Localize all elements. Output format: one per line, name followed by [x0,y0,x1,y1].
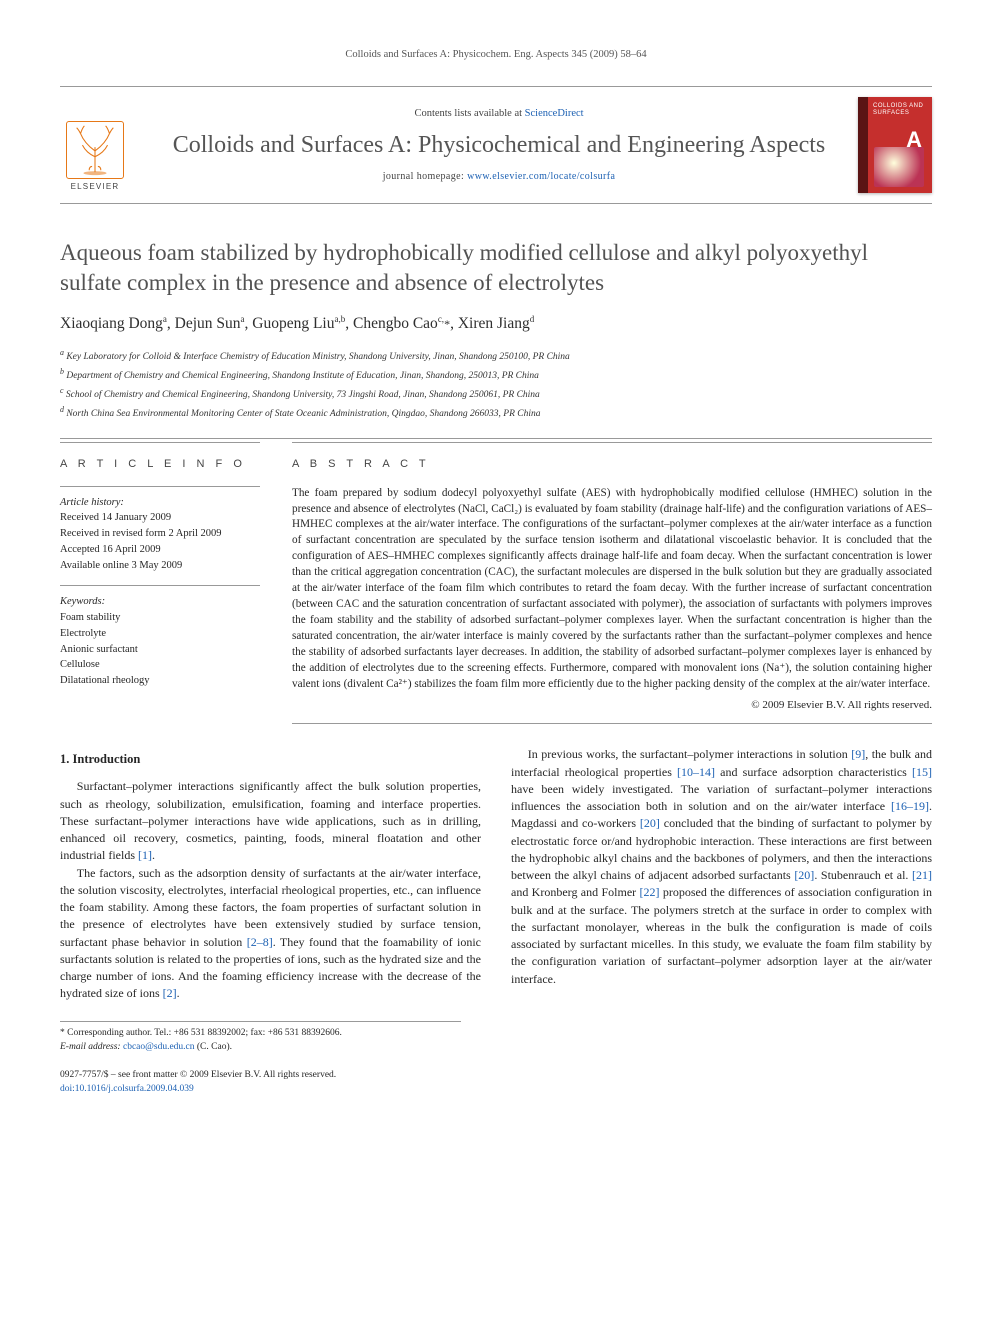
abstract-copyright: © 2009 Elsevier B.V. All rights reserved… [292,698,932,713]
ref-link[interactable]: [20] [794,868,814,882]
front-matter-line: 0927-7757/$ – see front matter © 2009 El… [60,1068,932,1082]
doi-link[interactable]: doi:10.1016/j.colsurfa.2009.04.039 [60,1084,194,1094]
journal-name: Colloids and Surfaces A: Physicochemical… [154,131,844,159]
ref-link[interactable]: [22] [640,885,660,899]
footer: 0927-7757/$ – see front matter © 2009 El… [60,1068,932,1097]
keyword: Cellulose [60,659,100,670]
homepage-line: journal homepage: www.elsevier.com/locat… [154,170,844,184]
affiliation-line: d North China Sea Environmental Monitori… [60,404,932,422]
elsevier-logo[interactable]: ELSEVIER [60,115,130,193]
body-text: and Kronberg and Folmer [511,885,640,899]
abstract-section: A B S T R A C T The foam prepared by sod… [292,442,932,724]
history-lines: Received 14 January 2009 Received in revi… [60,512,222,570]
corresponding-author-note: * Corresponding author. Tel.: +86 531 88… [60,1026,461,1040]
contents-list-line: Contents lists available at ScienceDirec… [154,107,844,121]
email-label: E-mail address: [60,1042,123,1052]
body-text: Surfactant–polymer interactions signific… [60,779,481,862]
affiliation-line: c School of Chemistry and Chemical Engin… [60,385,932,403]
publisher-name: ELSEVIER [71,182,120,193]
article-history-block: Article history: Received 14 January 200… [60,486,260,574]
homepage-prefix: journal homepage: [383,171,467,182]
affiliations: a Key Laboratory for Colloid & Interface… [60,347,932,422]
keyword: Foam stability [60,612,120,623]
ref-link[interactable]: [21] [912,868,932,882]
body-text: In previous works, the surfactant–polyme… [528,747,851,761]
masthead-right: COLLOIDS AND SURFACES A [858,97,932,193]
masthead: ELSEVIER Contents lists available at Sci… [60,86,932,204]
sciencedirect-link[interactable]: ScienceDirect [525,108,584,119]
cover-label: COLLOIDS AND SURFACES [873,103,932,117]
author-list: Xiaoqiang Donga, Dejun Suna, Guopeng Liu… [60,313,932,335]
keyword: Anionic surfactant [60,644,138,655]
abstract-bottom-rule [292,723,932,724]
body-text: . Stubenrauch et al. [814,868,912,882]
ref-link[interactable]: [1] [138,848,152,862]
contents-prefix: Contents lists available at [414,108,524,119]
body-paragraph: In previous works, the surfactant–polyme… [511,746,932,988]
journal-cover-thumbnail[interactable]: COLLOIDS AND SURFACES A [858,97,932,193]
keyword-lines: Foam stability Electrolyte Anionic surfact… [60,612,150,686]
publisher-logo-block: ELSEVIER [60,97,140,193]
affiliation-line: b Department of Chemistry and Chemical E… [60,366,932,384]
ref-link[interactable]: [20] [640,816,660,830]
article-info-sidebar: A R T I C L E I N F O Article history: R… [60,442,260,724]
history-line: Received in revised form 2 April 2009 [60,528,222,539]
history-label: Article history: [60,497,124,508]
article-body: 1. Introduction Surfactant–polymer inter… [60,746,932,1002]
keyword: Electrolyte [60,628,106,639]
masthead-center: Contents lists available at ScienceDirec… [154,97,844,193]
abstract-heading: A B S T R A C T [292,457,932,472]
body-text: . [177,986,180,1000]
email-line: E-mail address: cbcao@sdu.edu.cn (C. Cao… [60,1040,461,1054]
keyword: Dilatational rheology [60,675,150,686]
cover-artwork [874,147,924,187]
ref-link[interactable]: [2] [163,986,177,1000]
journal-homepage-link[interactable]: www.elsevier.com/locate/colsurfa [467,171,615,182]
ref-link[interactable]: [9] [851,747,865,761]
body-text: . [152,848,155,862]
email-tail: (C. Cao). [195,1042,232,1052]
body-paragraph: Surfactant–polymer interactions signific… [60,778,481,864]
keywords-block: Keywords: Foam stability Electrolyte Anion… [60,585,260,689]
ref-link[interactable]: [15] [912,765,932,779]
affiliation-line: a Key Laboratory for Colloid & Interface… [60,347,932,365]
running-header: Colloids and Surfaces A: Physicochem. En… [60,48,932,62]
history-line: Received 14 January 2009 [60,512,171,523]
section-1-heading: 1. Introduction [60,750,481,768]
body-paragraph: The factors, such as the adsorption dens… [60,865,481,1003]
article-info-heading: A R T I C L E I N F O [60,457,260,472]
ref-link[interactable]: [16–19] [891,799,929,813]
history-line: Available online 3 May 2009 [60,560,182,571]
body-text: proposed the differences of association … [511,885,932,985]
corresponding-email-link[interactable]: cbcao@sdu.edu.cn [123,1042,195,1052]
article-title: Aqueous foam stabilized by hydrophobical… [60,238,932,297]
info-abstract-row: A R T I C L E I N F O Article history: R… [60,438,932,724]
elsevier-tree-icon [66,121,124,179]
body-text: have been widely investigated. The varia… [511,782,932,813]
abstract-text: The foam prepared by sodium dodecyl poly… [292,486,932,693]
ref-link[interactable]: [2–8] [247,935,273,949]
footnotes: * Corresponding author. Tel.: +86 531 88… [60,1021,461,1055]
ref-link[interactable]: [10–14] [677,765,715,779]
body-text: and surface adsorption characteristics [715,765,912,779]
keywords-label: Keywords: [60,596,105,607]
history-line: Accepted 16 April 2009 [60,544,161,555]
